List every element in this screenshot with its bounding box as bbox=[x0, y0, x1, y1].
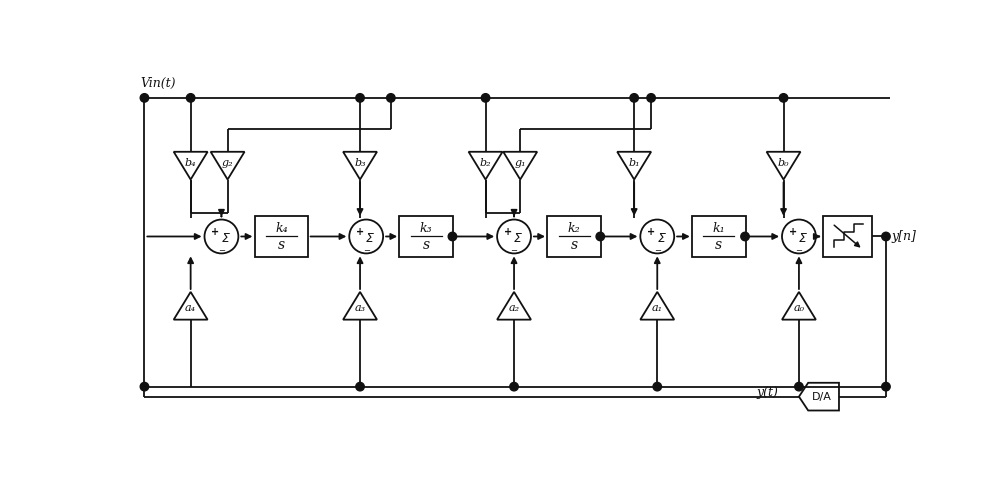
Circle shape bbox=[186, 94, 195, 102]
Text: Σ: Σ bbox=[657, 231, 665, 244]
Text: y[n]: y[n] bbox=[891, 230, 916, 243]
Circle shape bbox=[356, 382, 364, 391]
Text: Vin(t): Vin(t) bbox=[141, 77, 176, 90]
Circle shape bbox=[630, 94, 638, 102]
Text: Σ: Σ bbox=[221, 231, 229, 244]
Circle shape bbox=[647, 94, 655, 102]
FancyBboxPatch shape bbox=[399, 216, 453, 256]
Circle shape bbox=[882, 382, 890, 391]
Circle shape bbox=[140, 94, 149, 102]
Text: D/A: D/A bbox=[812, 392, 832, 402]
Circle shape bbox=[140, 382, 149, 391]
Text: b₂: b₂ bbox=[480, 158, 491, 168]
Circle shape bbox=[356, 94, 364, 102]
Text: s: s bbox=[423, 238, 430, 252]
Text: b₁: b₁ bbox=[628, 158, 640, 168]
Text: a₁: a₁ bbox=[652, 303, 663, 313]
Text: k₁: k₁ bbox=[713, 222, 725, 235]
Text: −: − bbox=[511, 246, 518, 255]
Text: +: + bbox=[647, 227, 655, 237]
Text: +: + bbox=[789, 227, 797, 237]
Text: b₀: b₀ bbox=[778, 158, 789, 168]
Text: y(t): y(t) bbox=[757, 386, 778, 399]
Circle shape bbox=[882, 232, 890, 241]
Text: a₂: a₂ bbox=[508, 303, 520, 313]
Circle shape bbox=[779, 94, 788, 102]
Circle shape bbox=[481, 94, 490, 102]
Text: k₃: k₃ bbox=[420, 222, 433, 235]
Text: b₃: b₃ bbox=[354, 158, 366, 168]
Text: a₃: a₃ bbox=[354, 303, 366, 313]
Circle shape bbox=[448, 232, 457, 241]
FancyBboxPatch shape bbox=[692, 216, 746, 256]
Circle shape bbox=[653, 382, 661, 391]
Circle shape bbox=[387, 94, 395, 102]
Text: s: s bbox=[715, 238, 722, 252]
Text: g₁: g₁ bbox=[514, 158, 526, 168]
Text: +: + bbox=[211, 227, 219, 237]
Text: k₂: k₂ bbox=[568, 222, 580, 235]
Text: b₄: b₄ bbox=[185, 158, 196, 168]
FancyBboxPatch shape bbox=[547, 216, 601, 256]
Circle shape bbox=[510, 382, 518, 391]
Text: k₄: k₄ bbox=[275, 222, 288, 235]
Text: +: + bbox=[504, 227, 512, 237]
Text: +: + bbox=[356, 227, 364, 237]
FancyBboxPatch shape bbox=[823, 216, 872, 256]
Circle shape bbox=[741, 232, 749, 241]
Text: −: − bbox=[363, 246, 370, 255]
Text: a₀: a₀ bbox=[793, 303, 805, 313]
Text: −: − bbox=[654, 246, 661, 255]
Text: −: − bbox=[218, 246, 225, 255]
Text: g₂: g₂ bbox=[222, 158, 233, 168]
Text: s: s bbox=[571, 238, 578, 252]
FancyBboxPatch shape bbox=[255, 216, 308, 256]
Text: Σ: Σ bbox=[799, 231, 807, 244]
Text: s: s bbox=[278, 238, 285, 252]
Text: −: − bbox=[795, 246, 802, 255]
Text: Σ: Σ bbox=[366, 231, 374, 244]
Text: a₄: a₄ bbox=[185, 303, 196, 313]
Circle shape bbox=[795, 382, 803, 391]
Circle shape bbox=[596, 232, 605, 241]
Text: Σ: Σ bbox=[514, 231, 522, 244]
